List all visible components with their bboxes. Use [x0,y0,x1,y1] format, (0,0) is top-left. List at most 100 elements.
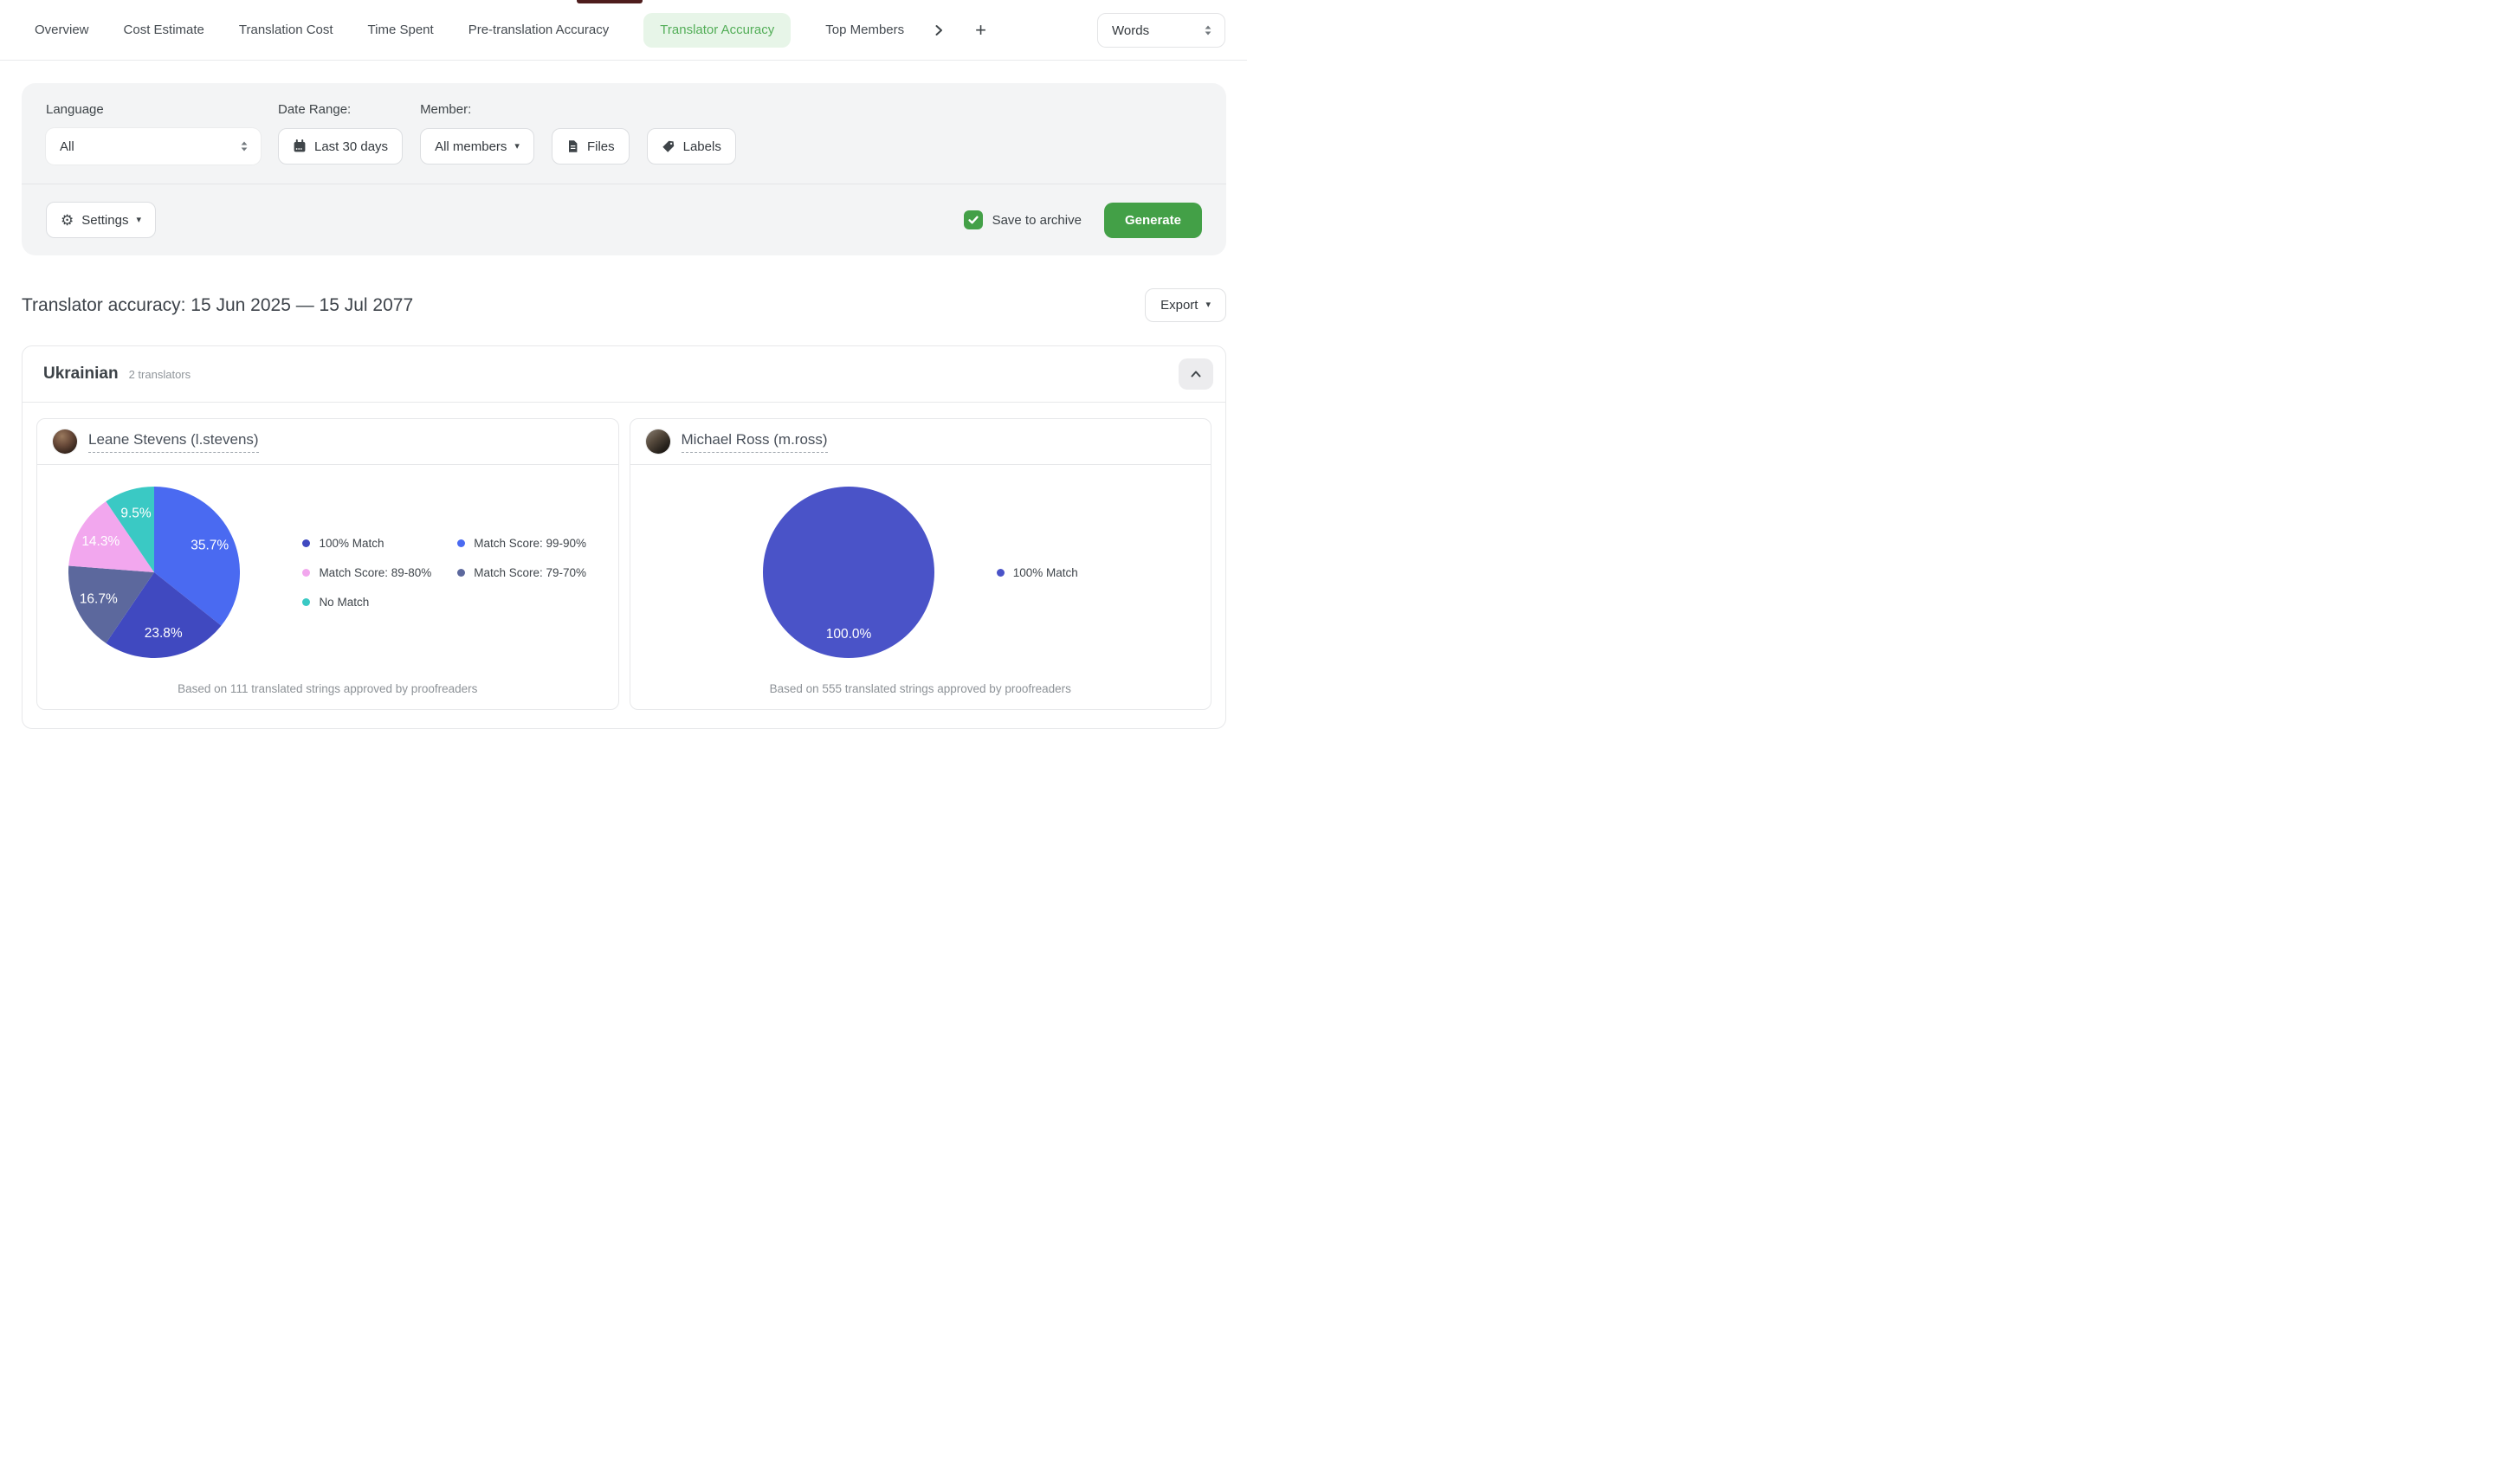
legend-dot [996,568,1005,577]
translator-name-link[interactable]: Leane Stevens (l.stevens) [88,431,259,453]
pie-slice-value-label: 23.8% [145,626,183,641]
language-filter-group: Language All [46,102,261,165]
date-range-label: Date Range: [278,102,352,117]
caret-down-icon: ▾ [136,214,141,225]
legend-item: 100% Match [996,565,1078,579]
pie-slice[interactable] [68,565,155,643]
language-name: Ukrainian [43,365,119,383]
date-range-value: Last 30 days [314,139,389,154]
accuracy-pie-chart: 100.0% [762,487,934,658]
tab-cost-estimate[interactable]: Cost Estimate [124,13,204,48]
caret-down-icon: ▾ [1205,300,1211,310]
generate-controls: Save to archive Generate [963,202,1202,238]
translator-card: Michael Ross (m.ross) 100.0% 100% Match … [629,418,1211,710]
member-filter-group: Member: All members ▾ [420,102,534,165]
report-title: Translator accuracy: 15 Jun 2025 — 15 Ju… [22,294,414,315]
accuracy-pie-chart: 35.7% 23.8% 16.7% 14.3% 9.5% [68,487,241,658]
pie-slice-value-label: 9.5% [121,506,152,520]
translator-header: Leane Stevens (l.stevens) [37,419,618,465]
collapse-section-button[interactable] [1179,358,1213,390]
translator-header: Michael Ross (m.ross) [630,419,1211,465]
chart-legend: 100% Match Match Score: 99-90% Match Score… [302,537,586,609]
translator-name-link[interactable]: Michael Ross (m.ross) [681,431,828,453]
chart-legend: 100% Match [996,565,1078,579]
pie-slice[interactable] [762,487,934,658]
select-arrows-icon [1205,25,1211,35]
pie-slice[interactable] [106,487,155,572]
pie-slice[interactable] [106,572,222,658]
legend-label: 100% Match [1012,565,1078,579]
legend-dot [302,597,311,606]
legend-dot [302,568,311,577]
save-to-archive-label[interactable]: Save to archive [992,212,1082,228]
report-filter-panel: Language All Date Range: Last 30 days Me… [22,83,1226,255]
translator-card: Leane Stevens (l.stevens) 35.7% 23.8% 16.7… [36,418,619,710]
select-arrows-icon [241,141,248,152]
translator-chart-area: 100.0% 100% Match Based on 555 translate… [630,465,1211,709]
export-button-label: Export [1160,298,1199,313]
chevron-up-icon [1191,371,1201,377]
pie-slice[interactable] [68,501,155,572]
legend-dot [457,568,466,577]
pie-slice-value-label: 100.0% [825,627,871,642]
member-label: Member: [420,102,472,117]
plus-icon: + [975,19,987,41]
add-report-button[interactable]: + [970,16,992,45]
legend-dot [457,539,466,547]
tag-icon [662,140,674,152]
legend-label: No Match [319,595,370,609]
chart-caption: Based on 555 translated strings approved… [769,682,1071,695]
chart-row: 100.0% 100% Match [762,487,1078,658]
settings-dropdown-button[interactable]: ⚙ Settings ▾ [46,202,156,238]
legend-item: Match Score: 99-90% [457,537,586,550]
tab-pre-translation-accuracy[interactable]: Pre-translation Accuracy [468,13,610,48]
report-tabs: Overview Cost Estimate Translation Cost Tim… [35,13,904,48]
labels-button[interactable]: Labels [646,128,736,165]
language-select[interactable]: All [46,128,261,165]
files-button-label: Files [586,139,615,154]
legend-item: 100% Match [302,537,431,550]
more-tabs-button[interactable] [927,18,951,42]
tab-translator-accuracy[interactable]: Translator Accuracy [643,13,791,48]
member-dropdown-button[interactable]: All members ▾ [420,128,534,165]
settings-button-label: Settings [81,212,129,228]
labels-button-label: Labels [682,139,721,154]
legend-item: No Match [302,596,431,609]
date-range-button[interactable]: Last 30 days [278,128,404,165]
language-select-value: All [60,139,74,154]
legend-dot [302,539,311,547]
filter-actions-row: ⚙ Settings ▾ Save to archive Generate [46,202,1202,238]
files-button[interactable]: Files [551,128,630,165]
tab-overview[interactable]: Overview [35,13,89,48]
report-tabs-bar: Overview Cost Estimate Translation Cost Tim… [0,0,1247,61]
reports-page: Overview Cost Estimate Translation Cost Tim… [0,0,1247,729]
generate-button[interactable]: Generate [1103,202,1202,238]
check-icon [967,216,979,224]
filter-row: Language All Date Range: Last 30 days Me… [46,102,1202,165]
report-heading-row: Translator accuracy: 15 Jun 2025 — 15 Ju… [22,288,1226,322]
save-to-archive-checkbox[interactable] [963,210,983,229]
file-icon [568,140,578,152]
tab-translation-cost[interactable]: Translation Cost [239,13,333,48]
pie-slice-value-label: 16.7% [80,592,118,607]
legend-label: 100% Match [319,536,384,550]
legend-label: Match Score: 89-80% [319,565,432,579]
tab-top-members[interactable]: Top Members [825,13,904,48]
unit-select[interactable]: Words [1097,13,1225,48]
pie-slice[interactable] [154,487,241,626]
pie-slice-value-label: 14.3% [82,534,120,549]
legend-item: Match Score: 79-70% [457,566,586,579]
labels-filter-group: Labels [646,128,736,165]
files-filter-group: Files [551,128,630,165]
legend-label: Match Score: 79-70% [474,565,587,579]
export-dropdown-button[interactable]: Export ▾ [1145,288,1226,322]
language-label: Language [46,102,104,117]
chart-caption: Based on 111 translated strings approved… [178,682,478,695]
tab-time-spent[interactable]: Time Spent [368,13,434,48]
gear-icon: ⚙ [61,211,74,229]
avatar [645,429,670,454]
unit-select-value: Words [1112,23,1150,38]
top-notch-bar [577,0,643,3]
language-section-header: Ukrainian 2 translators [23,346,1225,403]
member-value: All members [435,139,507,154]
